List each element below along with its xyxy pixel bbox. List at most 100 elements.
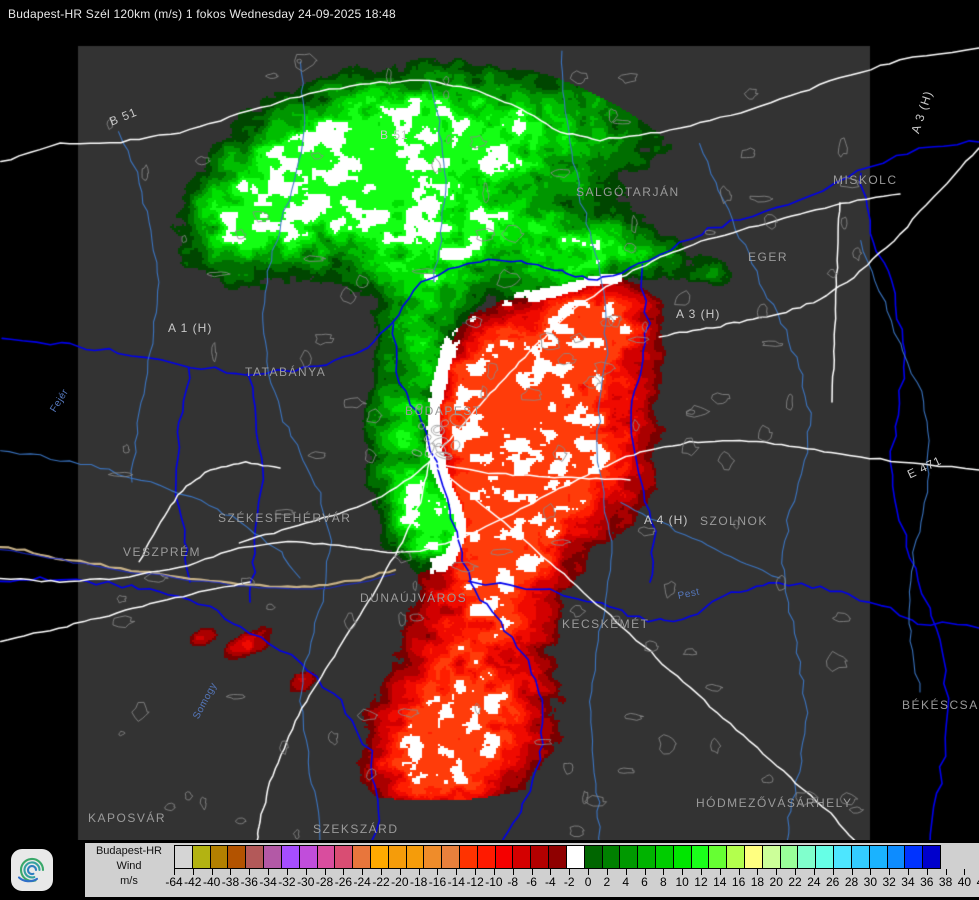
legend-swatch	[369, 845, 389, 869]
legend-tick-mark	[625, 869, 627, 875]
legend-swatch	[583, 845, 603, 869]
legend-caption-line3: m/s	[120, 875, 138, 887]
legend-tick-mark	[211, 869, 213, 875]
legend-swatch	[405, 845, 425, 869]
legend-swatch	[708, 845, 728, 869]
legend-swatch	[637, 845, 656, 869]
legend-swatch	[209, 845, 229, 869]
legend-tick-label: 36	[920, 875, 934, 889]
legend-tick-label: 0	[584, 875, 592, 889]
legend-caption: Budapest-HR Wind m/s	[88, 844, 170, 892]
legend-tick-mark	[964, 869, 966, 875]
legend-swatch	[191, 845, 211, 869]
legend-swatch	[476, 845, 496, 869]
legend-tick-mark	[456, 869, 458, 875]
legend-tick-mark	[286, 869, 288, 875]
legend-tick-mark	[663, 869, 665, 875]
legend-tick-mark	[682, 869, 684, 875]
legend-tick-label: 40	[957, 875, 972, 889]
legend-tick-label: 42	[977, 875, 979, 889]
legend-tick-mark	[926, 869, 928, 875]
legend-tick-mark	[550, 869, 552, 875]
legend-tick-mark	[945, 869, 947, 875]
legend-tick-mark	[230, 869, 232, 875]
legend-tick-label: -42	[184, 875, 202, 889]
met-service-logo-icon	[11, 849, 53, 891]
legend-tick-label: -6	[526, 875, 537, 889]
legend-tick-label: 32	[882, 875, 896, 889]
legend-swatch	[744, 845, 763, 869]
legend-swatch	[174, 845, 193, 869]
legend-swatch	[868, 845, 888, 869]
legend-tick-label: 6	[641, 875, 648, 889]
legend-tick-mark	[174, 869, 175, 875]
legend-tick-label: -38	[221, 875, 240, 889]
legend-swatch	[690, 845, 710, 869]
legend-tick-label: -30	[297, 875, 315, 889]
legend-tick-mark	[192, 869, 194, 875]
legend-tick-mark	[343, 869, 345, 875]
legend-swatch	[601, 845, 621, 869]
legend-tick-mark	[851, 869, 853, 875]
legend-swatch	[779, 845, 799, 869]
legend-tick-mark	[700, 869, 702, 875]
radar-canvas[interactable]	[0, 22, 979, 840]
legend-tick-mark	[776, 869, 778, 875]
radar-image-panel[interactable]: SALGÓTARJÁN MISKOLC EGER TATABÁNYA BUDAPEST S…	[0, 22, 979, 840]
legend-tick-mark	[381, 869, 383, 875]
legend-tick-mark	[305, 869, 307, 875]
legend-swatch	[459, 845, 478, 869]
legend-swatch	[904, 845, 924, 869]
legend-swatch	[672, 845, 692, 869]
legend-tick-label: -24	[353, 875, 371, 889]
legend-swatch	[263, 845, 282, 869]
legend-tick-mark	[644, 869, 646, 875]
legend-swatch	[565, 845, 585, 869]
legend-swatch	[423, 845, 443, 869]
legend-swatch	[441, 845, 460, 869]
legend-tick-label: -2	[563, 875, 575, 889]
legend-swatch	[494, 845, 514, 869]
legend-tick-mark	[832, 869, 834, 875]
legend-tick-label: 14	[713, 875, 727, 889]
legend-tick-label: -26	[334, 875, 353, 889]
legend-tick-mark	[606, 869, 608, 875]
legend-swatch	[316, 845, 336, 869]
legend-tick-label: 2	[603, 875, 611, 889]
legend-tick-mark	[757, 869, 759, 875]
legend-swatch	[530, 845, 550, 869]
legend-tick-label: 24	[807, 875, 821, 889]
legend-swatch	[886, 845, 906, 869]
legend-tick-label: 22	[788, 875, 802, 889]
legend-tick-label: -16	[428, 875, 447, 889]
legend-swatch	[280, 845, 300, 869]
legend-tick-mark	[249, 869, 251, 875]
legend-tick-label: 38	[938, 875, 953, 889]
legend-tick-label: -28	[315, 875, 334, 889]
legend-tick-label: -40	[202, 875, 221, 889]
legend-tick-mark	[907, 869, 909, 875]
legend-tick-mark	[475, 869, 477, 875]
legend-tick-label: -12	[466, 875, 484, 889]
legend-tick-mark	[268, 869, 270, 875]
page-title: Budapest-HR Szél 120km (m/s) 1 fokos Wed…	[8, 7, 396, 21]
legend-tick-label: 12	[694, 875, 708, 889]
legend-tick-label: 4	[622, 875, 630, 889]
legend-tick-mark	[399, 869, 401, 875]
legend-tick-mark	[437, 869, 439, 875]
legend-tick-mark	[569, 869, 571, 875]
legend-tick-mark	[418, 869, 420, 875]
legend-swatch	[815, 845, 835, 869]
color-scale-legend: Budapest-HR Wind m/s -64 -42 -40 -38 -36 -34-…	[0, 840, 979, 900]
legend-swatch	[619, 845, 639, 869]
legend-tick-mark	[362, 869, 364, 875]
legend-tick-label: 18	[750, 875, 765, 889]
legend-tick-label: -4	[545, 875, 556, 889]
legend-swatch	[245, 845, 265, 869]
legend-tick-label: -64	[165, 875, 183, 889]
legend-tick-mark	[813, 869, 815, 875]
legend-tick-label: -22	[372, 875, 390, 889]
legend-swatch	[922, 845, 941, 869]
legend-tick-label: 28	[844, 875, 859, 889]
